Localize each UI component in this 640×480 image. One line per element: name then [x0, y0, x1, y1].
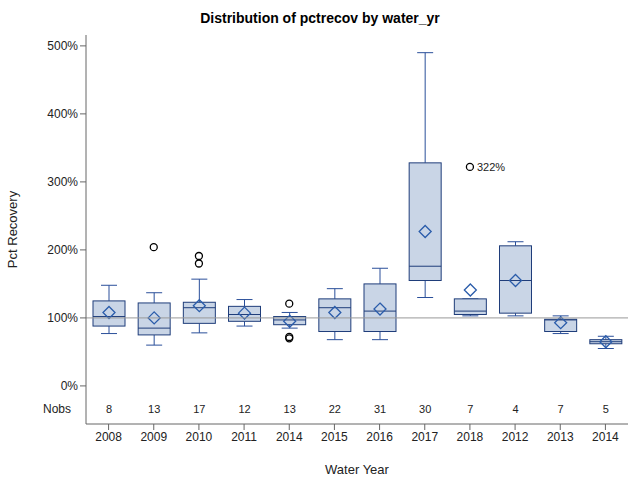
svg-text:13: 13 [148, 403, 160, 415]
svg-text:5: 5 [603, 403, 609, 415]
svg-text:22: 22 [329, 403, 341, 415]
svg-text:12: 12 [238, 403, 250, 415]
svg-text:300%: 300% [47, 175, 78, 189]
svg-text:13: 13 [284, 403, 296, 415]
svg-text:2017: 2017 [411, 430, 438, 444]
svg-text:2018: 2018 [457, 430, 484, 444]
svg-text:7: 7 [558, 403, 564, 415]
svg-text:2013: 2013 [547, 430, 574, 444]
svg-text:2015: 2015 [321, 430, 348, 444]
svg-text:2008: 2008 [95, 430, 122, 444]
svg-text:2012: 2012 [502, 430, 529, 444]
svg-text:2014: 2014 [276, 430, 303, 444]
svg-text:Water Year: Water Year [325, 462, 390, 477]
svg-text:Pct Recovery: Pct Recovery [8, 190, 20, 268]
svg-text:322%: 322% [477, 161, 505, 173]
svg-text:400%: 400% [47, 107, 78, 121]
svg-text:31: 31 [374, 403, 386, 415]
svg-text:500%: 500% [47, 39, 78, 53]
svg-text:100%: 100% [47, 311, 78, 325]
svg-text:2010: 2010 [186, 430, 213, 444]
svg-text:8: 8 [106, 403, 112, 415]
svg-text:2014: 2014 [592, 430, 619, 444]
svg-text:30: 30 [419, 403, 431, 415]
svg-text:4: 4 [512, 403, 518, 415]
svg-text:Nobs: Nobs [43, 402, 71, 416]
svg-text:2009: 2009 [140, 430, 167, 444]
svg-text:2016: 2016 [366, 430, 393, 444]
svg-text:200%: 200% [47, 243, 78, 257]
svg-text:0%: 0% [61, 379, 79, 393]
svg-text:7: 7 [467, 403, 473, 415]
svg-text:2011: 2011 [231, 430, 257, 444]
svg-text:17: 17 [193, 403, 205, 415]
html-text:Distribution of pctrecov by wa: Distribution of pctrecov by water_yr [200, 10, 440, 26]
